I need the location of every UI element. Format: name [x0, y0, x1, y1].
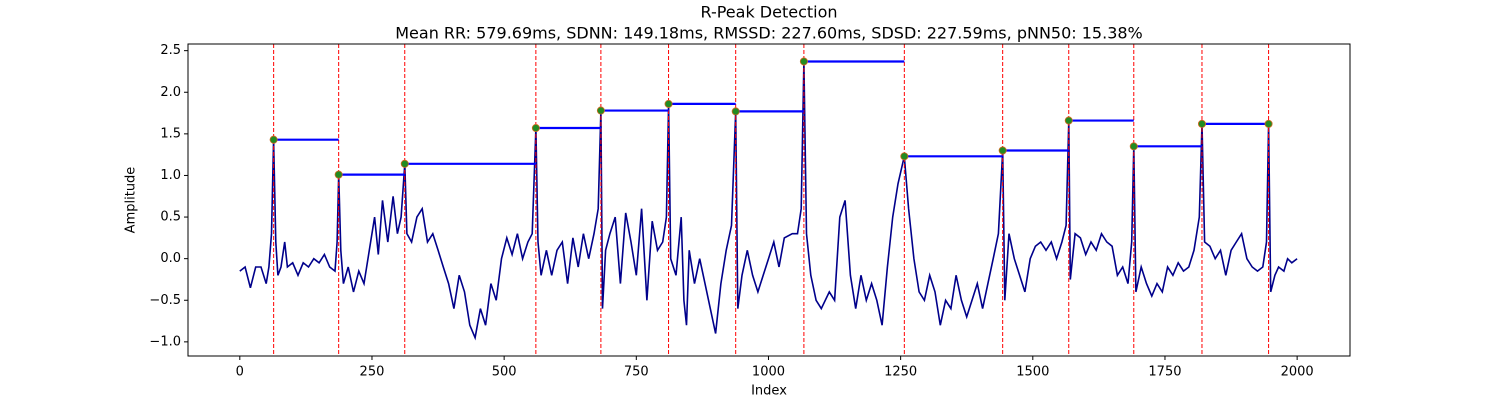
plot-frame — [187, 43, 1351, 357]
x-tick-label: 2000 — [1281, 365, 1314, 380]
r-peak — [1064, 116, 1073, 125]
y-tick-label: 0.0 — [160, 251, 181, 266]
x-tick-label: 1500 — [1016, 365, 1049, 380]
y-tick-label: 0.5 — [160, 210, 181, 225]
signal-line — [239, 61, 1298, 341]
r-peak — [334, 170, 343, 179]
chart-subtitle: Mean RR: 579.69ms, SDNN: 149.18ms, RMSSD… — [395, 24, 1143, 43]
y-tick-label: 1.5 — [160, 126, 181, 141]
x-tick-label: 500 — [492, 365, 517, 380]
x-tick-label: 250 — [360, 365, 385, 380]
r-peak — [1129, 142, 1138, 151]
chart-title: R-Peak Detection — [700, 3, 837, 22]
y-tick-label: 2.5 — [160, 43, 181, 58]
r-peak — [900, 152, 909, 161]
r-peak — [1197, 119, 1206, 128]
y-tick-label: −0.5 — [149, 293, 181, 308]
x-tick-label: 750 — [624, 365, 649, 380]
r-peak — [998, 146, 1007, 155]
y-tick-label: 2.0 — [160, 85, 181, 100]
r-peak — [596, 106, 605, 115]
y-tick-label: 1.0 — [160, 168, 181, 183]
x-tick-label: 1750 — [1148, 365, 1181, 380]
r-peak — [400, 159, 409, 168]
x-tick-label: 1250 — [884, 365, 917, 380]
r-peak — [664, 99, 673, 108]
r-peak — [1264, 119, 1273, 128]
r-peak — [731, 107, 740, 116]
y-tick-label: −1.0 — [149, 334, 181, 349]
x-tick-label: 0 — [236, 365, 244, 380]
r-peak — [269, 135, 278, 144]
y-axis-label: Amplitude — [124, 167, 139, 234]
r-peak — [799, 57, 808, 66]
x-tick-label: 1000 — [752, 365, 785, 380]
r-peak — [531, 124, 540, 133]
x-axis-label: Index — [751, 384, 787, 399]
